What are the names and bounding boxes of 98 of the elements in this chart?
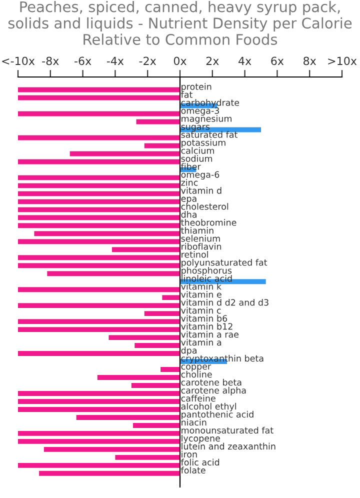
bar bbox=[18, 135, 180, 140]
x-tick-label: <-10x bbox=[2, 56, 35, 66]
y-tick-label: saturated fat bbox=[181, 131, 238, 138]
y-tick-label: polyunsaturated fat bbox=[182, 258, 268, 268]
y-tick-label: folic acid bbox=[181, 458, 220, 466]
y-tick-label: pantothenic acid bbox=[182, 410, 254, 420]
bar bbox=[97, 375, 180, 380]
y-tick-label: vitamin c bbox=[181, 306, 221, 314]
y-tick-label: zinc bbox=[181, 179, 198, 186]
x-tick-label: -2x bbox=[139, 56, 156, 65]
y-tick-label: vitamin d d2 and d3 bbox=[181, 298, 268, 306]
bar bbox=[18, 263, 180, 268]
y-tick-label: sodium bbox=[181, 155, 212, 162]
y-tick-label: retinol bbox=[182, 250, 208, 258]
y-tick-label: magnesium bbox=[182, 115, 232, 124]
bar bbox=[18, 199, 180, 204]
bar bbox=[18, 255, 180, 260]
y-tick-label: vitamin k bbox=[181, 282, 222, 290]
y-tick-label: phosphorus bbox=[182, 266, 232, 276]
bar bbox=[144, 311, 180, 316]
bar bbox=[18, 111, 180, 116]
bar bbox=[47, 271, 180, 276]
bar bbox=[134, 343, 180, 348]
bar bbox=[18, 95, 180, 100]
y-tick-label: vitamin b12 bbox=[181, 322, 232, 330]
bar bbox=[18, 391, 180, 396]
y-tick-label: theobromine bbox=[181, 219, 236, 226]
bar bbox=[18, 430, 180, 436]
x-tick-label: >10x bbox=[328, 56, 357, 66]
y-tick-label: omega-3 bbox=[181, 107, 220, 116]
bar bbox=[18, 239, 180, 244]
bar bbox=[18, 191, 180, 196]
x-tick-label: 2x bbox=[206, 56, 219, 65]
bar bbox=[115, 454, 180, 460]
bar bbox=[18, 407, 180, 412]
y-tick-label: alcohol ethyl bbox=[181, 402, 236, 412]
x-tick-label: 6x bbox=[271, 56, 284, 66]
bar bbox=[18, 175, 180, 180]
bar bbox=[44, 446, 180, 452]
y-tick-label: niacin bbox=[182, 418, 206, 426]
bar bbox=[18, 351, 180, 356]
bar bbox=[39, 470, 180, 476]
bar bbox=[18, 223, 180, 228]
y-tick-label: vitamin b6 bbox=[181, 314, 228, 322]
bar bbox=[18, 287, 180, 292]
x-tick-label: 0x bbox=[174, 56, 186, 66]
bar bbox=[112, 247, 180, 252]
x-tick-label: -6x bbox=[74, 56, 92, 66]
bar bbox=[131, 383, 180, 388]
y-tick-label: selenium bbox=[181, 235, 220, 242]
y-tick-label: lycopene bbox=[182, 434, 220, 444]
x-tick-label: 4x bbox=[238, 56, 252, 65]
bar bbox=[133, 422, 180, 428]
x-tick-label: -4x bbox=[106, 56, 124, 65]
bar bbox=[70, 151, 180, 156]
y-tick-label: cholesterol bbox=[181, 203, 228, 210]
y-tick-label: vitamin e bbox=[181, 290, 222, 298]
bar bbox=[18, 215, 180, 220]
y-tick-label: epa bbox=[181, 196, 196, 204]
bar bbox=[18, 87, 180, 92]
y-tick-label: carotene alpha bbox=[181, 386, 246, 396]
bar bbox=[34, 231, 180, 236]
bar bbox=[18, 438, 180, 444]
bar bbox=[18, 303, 180, 308]
y-tick-label: dha bbox=[181, 211, 196, 218]
y-tick-label: vitamin a rae bbox=[181, 330, 239, 338]
y-tick-label: omega-6 bbox=[181, 171, 220, 180]
bar bbox=[108, 335, 180, 340]
y-tick-label: copper bbox=[181, 364, 212, 372]
y-tick-label: folate bbox=[181, 466, 206, 474]
y-tick-label: caffeine bbox=[181, 394, 216, 402]
bar bbox=[76, 414, 180, 420]
bar bbox=[18, 327, 180, 332]
bar bbox=[18, 462, 180, 468]
y-tick-label: thiamin bbox=[181, 227, 214, 234]
y-tick-label: monounsaturated fat bbox=[182, 426, 274, 434]
y-tick-label: carotene beta bbox=[181, 378, 242, 386]
bar bbox=[18, 159, 180, 164]
y-tick-label: protein bbox=[182, 83, 212, 92]
bar bbox=[18, 319, 180, 324]
y-tick-label: vitamin d bbox=[181, 187, 222, 194]
bar bbox=[18, 399, 180, 404]
y-tick-label: choline bbox=[181, 370, 212, 378]
y-tick-label: iron bbox=[182, 450, 197, 458]
y-tick-label: riboflavin bbox=[182, 243, 222, 250]
y-tick-label: calcium bbox=[181, 147, 214, 154]
chart-title: Peaches, spiced, canned, heavy syrup pack, solids and liquids - Nutrient Density per Calorie Relative to Common Foods bbox=[8, 0, 352, 45]
x-tick-label: 8x bbox=[304, 56, 316, 66]
x-tick-label: -8x bbox=[42, 56, 59, 66]
bar bbox=[18, 207, 180, 212]
bar bbox=[162, 295, 180, 300]
y-tick-label: potassium bbox=[182, 139, 226, 148]
y-tick-label: fat bbox=[181, 91, 192, 98]
y-tick-label: lutein and zeaxanthin bbox=[182, 442, 276, 450]
bar bbox=[160, 367, 180, 372]
y-tick-label: vitamin a bbox=[181, 338, 222, 346]
y-tick-label: dpa bbox=[181, 346, 196, 356]
bar bbox=[18, 183, 180, 188]
